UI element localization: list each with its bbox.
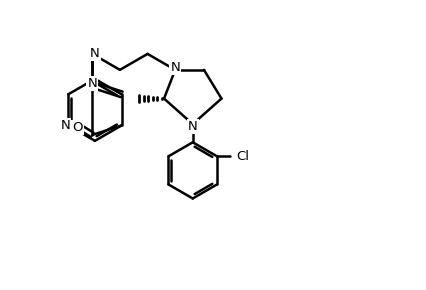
Text: N: N [60,119,70,132]
Text: N: N [170,61,180,74]
Text: N: N [87,77,97,90]
Text: N: N [90,47,100,60]
Text: O: O [72,121,83,134]
Text: Cl: Cl [236,150,249,163]
Text: N: N [188,120,198,133]
